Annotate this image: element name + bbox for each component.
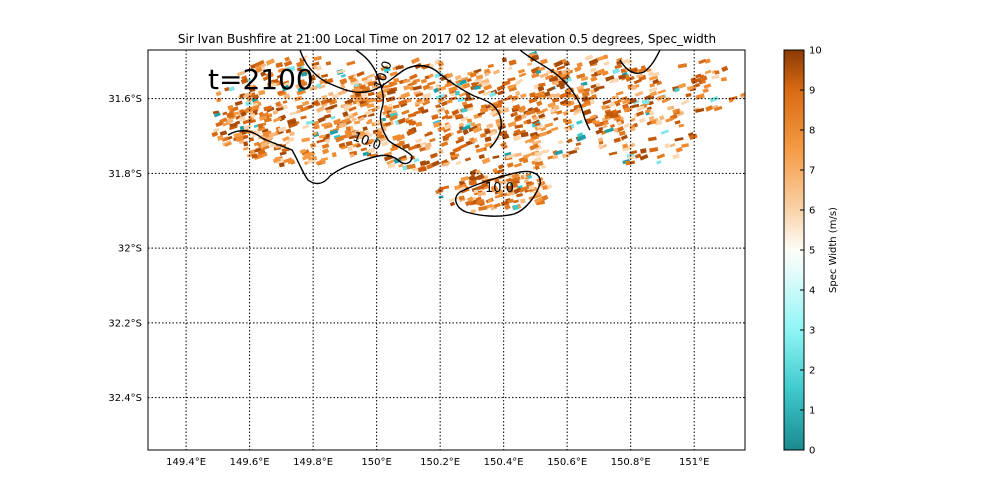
lon-tick-label: 149.6°E [230,457,270,468]
lat-tick-label: 31.6°S [108,94,142,105]
lon-tick-label: 150.6°E [547,457,587,468]
lon-tick-label: 150.2°E [420,457,460,468]
colorbar-tick-label: 1 [809,406,815,417]
lat-tick-label: 32.4°S [108,393,142,404]
lat-tick-label: 31.8°S [108,169,142,180]
lon-tick-label: 149.4°E [166,457,206,468]
lat-tick-label: 32°S [118,244,142,255]
contour-line-north [299,50,502,149]
contour-loop-south [455,170,541,217]
lon-tick-label: 150.8°E [611,457,651,468]
colorbar: 0 1 2 3 4 5 6 7 8 9 10 Spec Width (m/s) [783,46,839,457]
time-label: t=2100 [208,63,314,96]
colorbar-tick-label: 5 [809,246,815,257]
colorbar-ticks: 0 1 2 3 4 5 6 7 8 9 10 [800,46,822,457]
figure-title: Sir Ivan Bushfire at 21:00 Local Time on… [178,32,716,46]
contour-line-northeast [619,50,661,74]
map-frame [147,49,746,451]
colorbar-tick-label: 3 [809,326,815,337]
colorbar-label: Spec Width (m/s) [828,207,839,293]
lat-tick-label: 32.2°S [108,318,142,329]
radar-echo-layer [211,50,745,214]
contour-label: 10.0 [485,181,514,196]
colorbar-tick-label: 7 [809,166,815,177]
colorbar-tick-label: 6 [809,206,815,217]
contour-line-west [227,50,413,185]
longitude-axis: 149.4°E 149.6°E 149.8°E 150°E 150.2°E 150.4°E… [166,457,709,468]
graticule [148,50,745,450]
map-panel: 10.0 10.0 10.0 t=2100 [147,49,746,451]
lon-tick-label: 151°E [679,457,709,468]
latitude-axis: 31.6°S 31.8°S 32°S 32.2°S 32.4°S [108,94,142,404]
colorbar-tick-label: 9 [809,86,815,97]
lon-tick-label: 149.8°E [293,457,333,468]
lon-tick-label: 150°E [361,457,391,468]
lon-tick-label: 150.4°E [484,457,524,468]
colorbar-tick-label: 10 [809,46,822,57]
colorbar-tick-label: 2 [809,366,815,377]
colorbar-tick-label: 4 [809,286,815,297]
colorbar-tick-label: 0 [809,446,815,457]
contour-line-east [519,50,591,131]
colorbar-tick-label: 8 [809,126,815,137]
